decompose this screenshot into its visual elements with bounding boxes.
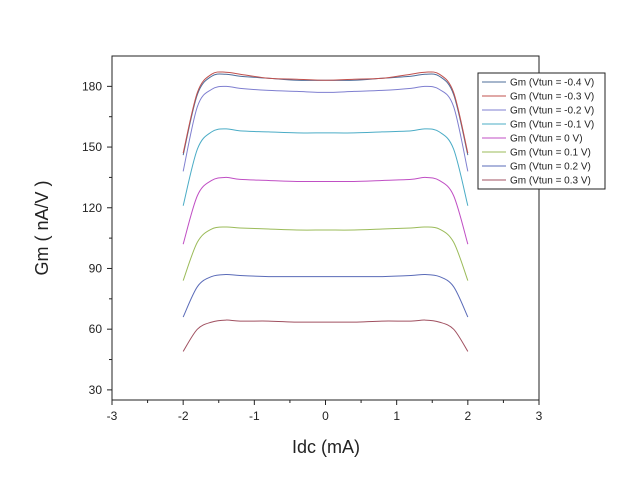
legend-label: Gm (Vtun = 0 V): [510, 134, 583, 145]
y-tick-label: 150: [82, 140, 102, 154]
series-line: [182, 85, 469, 172]
x-tick-label: 0: [322, 409, 329, 423]
x-axis-title: Idc (mA): [292, 437, 360, 457]
x-tick-label: 3: [536, 409, 543, 423]
series-line: [182, 319, 469, 352]
x-tick-label: 1: [393, 409, 400, 423]
legend-label: Gm (Vtun = 0.1 V): [510, 148, 591, 159]
y-tick-label: 30: [89, 383, 103, 397]
y-tick-label: 180: [82, 79, 102, 93]
legend: Gm (Vtun = -0.4 V) Gm (Vtun = -0.3 V) Gm (…: [477, 72, 606, 190]
legend-label: Gm (Vtun = 0.3 V): [510, 176, 591, 187]
x-tick-label: -3: [107, 409, 118, 423]
series-line: [182, 274, 469, 318]
series-line: [182, 128, 469, 206]
y-tick-label: 90: [89, 261, 103, 275]
legend-label: Gm (Vtun = -0.1 V): [510, 120, 594, 131]
legend-label: Gm (Vtun = -0.3 V): [510, 92, 594, 103]
series-line: [182, 226, 469, 281]
y-axis-title: Gm ( nA/V ): [32, 180, 52, 275]
legend-label: Gm (Vtun = -0.2 V): [510, 106, 594, 117]
series-line: [182, 176, 469, 245]
y-tick-label: 60: [89, 322, 103, 336]
x-tick-label: -1: [249, 409, 260, 423]
x-tick-label: 2: [464, 409, 471, 423]
legend-box: [477, 72, 606, 190]
legend-label: Gm (Vtun = -0.4 V): [510, 78, 594, 89]
y-tick-label: 120: [82, 201, 102, 215]
plot-frame: [111, 55, 540, 401]
series-lines: [182, 71, 469, 352]
series-line: [182, 71, 469, 154]
legend-label: Gm (Vtun = 0.2 V): [510, 162, 591, 173]
axis-ticks: -3 -2 -1 0 1 2 3 30 60 90 120 150 180: [82, 79, 543, 423]
x-tick-label: -2: [178, 409, 189, 423]
